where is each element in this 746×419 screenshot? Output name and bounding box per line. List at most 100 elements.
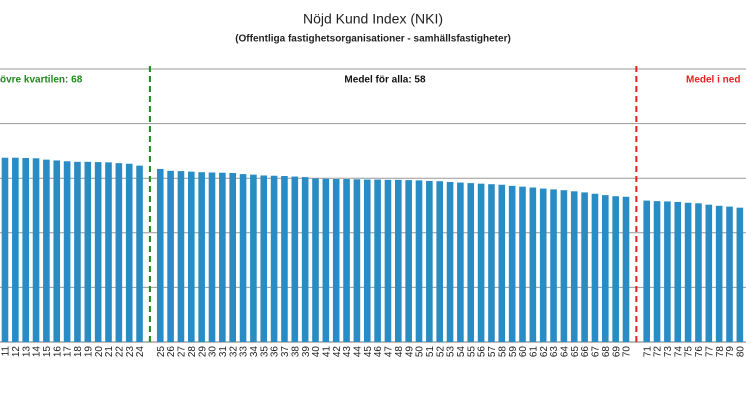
x-tick-label: 36 [270,346,281,358]
x-tick-label: 35 [259,346,270,358]
x-tick-label: 48 [394,346,405,358]
x-tick-label: 24 [135,346,146,358]
x-tick-label: 28 [187,346,198,358]
x-tick-label: 54 [456,346,467,358]
bar [539,188,547,342]
x-tick-label: 66 [580,346,591,358]
bar [726,206,733,342]
x-tick-label: 45 [363,346,374,358]
bar [32,158,40,342]
annotation: Medel i ned [686,75,740,86]
bar [446,182,454,342]
bar [653,201,661,342]
bar [156,168,164,342]
annotation: Medel för alla: 58 [344,75,426,86]
bar [94,162,102,342]
x-tick-label: 65 [570,346,581,358]
x-tick-label: 78 [715,346,726,358]
x-tick-label: 76 [694,346,705,358]
bar [322,178,330,342]
bar [239,174,247,342]
x-tick-label: 25 [156,346,167,358]
x-tick-label: 34 [249,346,260,358]
bar [570,191,578,342]
x-tick-label: 12 [11,346,22,358]
x-tick-label: 23 [125,346,136,358]
bar [1,157,9,342]
x-tick-label: 29 [197,346,208,358]
bar [415,180,423,342]
x-tick-label: 53 [446,346,457,358]
x-tick-label: 14 [32,346,43,358]
x-tick-label: 44 [353,346,364,358]
bar [405,180,412,342]
bar [374,179,381,342]
x-tick-label: 30 [208,346,219,358]
x-tick-label: 33 [239,346,250,358]
bar [250,174,257,342]
bar [674,201,682,342]
x-tick-label: 26 [166,346,177,358]
x-tick-label: 19 [83,346,94,358]
bar [384,179,392,342]
chart-title: Nöjd Kund Index (NKI) [303,11,443,27]
bar [22,157,29,342]
bar [63,161,71,342]
bar [715,205,723,342]
x-tick-label: 55 [466,346,477,358]
bar [208,172,216,342]
bar [229,173,236,342]
x-tick-label: 79 [725,346,736,358]
x-tick-label: 52 [435,346,446,358]
bar [291,176,299,342]
x-tick-label: 57 [487,346,498,358]
x-tick-label: 63 [549,346,560,358]
bar [684,202,692,342]
x-tick-label: 20 [94,346,105,358]
x-tick-label: 21 [104,346,115,358]
x-tick-label: 17 [63,346,74,358]
bar [343,179,350,342]
bar [529,187,537,342]
x-tick-label: 22 [114,346,125,358]
x-tick-label: 75 [684,346,695,358]
x-tick-label: 13 [21,346,32,358]
x-tick-label: 32 [228,346,239,358]
x-tick-label: 60 [518,346,529,358]
x-tick-label: 42 [332,346,343,358]
x-tick-label: 37 [280,346,291,358]
x-tick-label: 70 [622,346,633,358]
bar [281,176,288,342]
x-tick-label: 74 [673,346,684,358]
x-tick-label: 71 [642,346,653,358]
bar [105,162,112,342]
bar [591,193,599,342]
x-tick-label: 56 [477,346,488,358]
bar [622,196,630,342]
bar [177,171,185,342]
x-tick-label: 16 [52,346,63,358]
bar [301,177,309,342]
x-tick-label: 39 [301,346,312,358]
x-tick-label: 68 [601,346,612,358]
x-tick-label: 80 [735,346,746,358]
x-tick-label: 61 [528,346,539,358]
bar [136,165,143,342]
bar [198,172,205,342]
bar [519,186,526,342]
bar [664,201,671,342]
bar [12,157,19,342]
bar [550,189,557,342]
x-tick-label: 67 [591,346,602,358]
bar [467,183,475,342]
x-tick-label: 58 [497,346,508,358]
bar [426,180,433,342]
bar [395,179,402,342]
bar [84,161,92,342]
bar [53,160,61,342]
x-tick-label: 27 [177,346,188,358]
bar [74,161,81,342]
x-tick-label: 64 [560,346,571,358]
bar [602,195,609,342]
